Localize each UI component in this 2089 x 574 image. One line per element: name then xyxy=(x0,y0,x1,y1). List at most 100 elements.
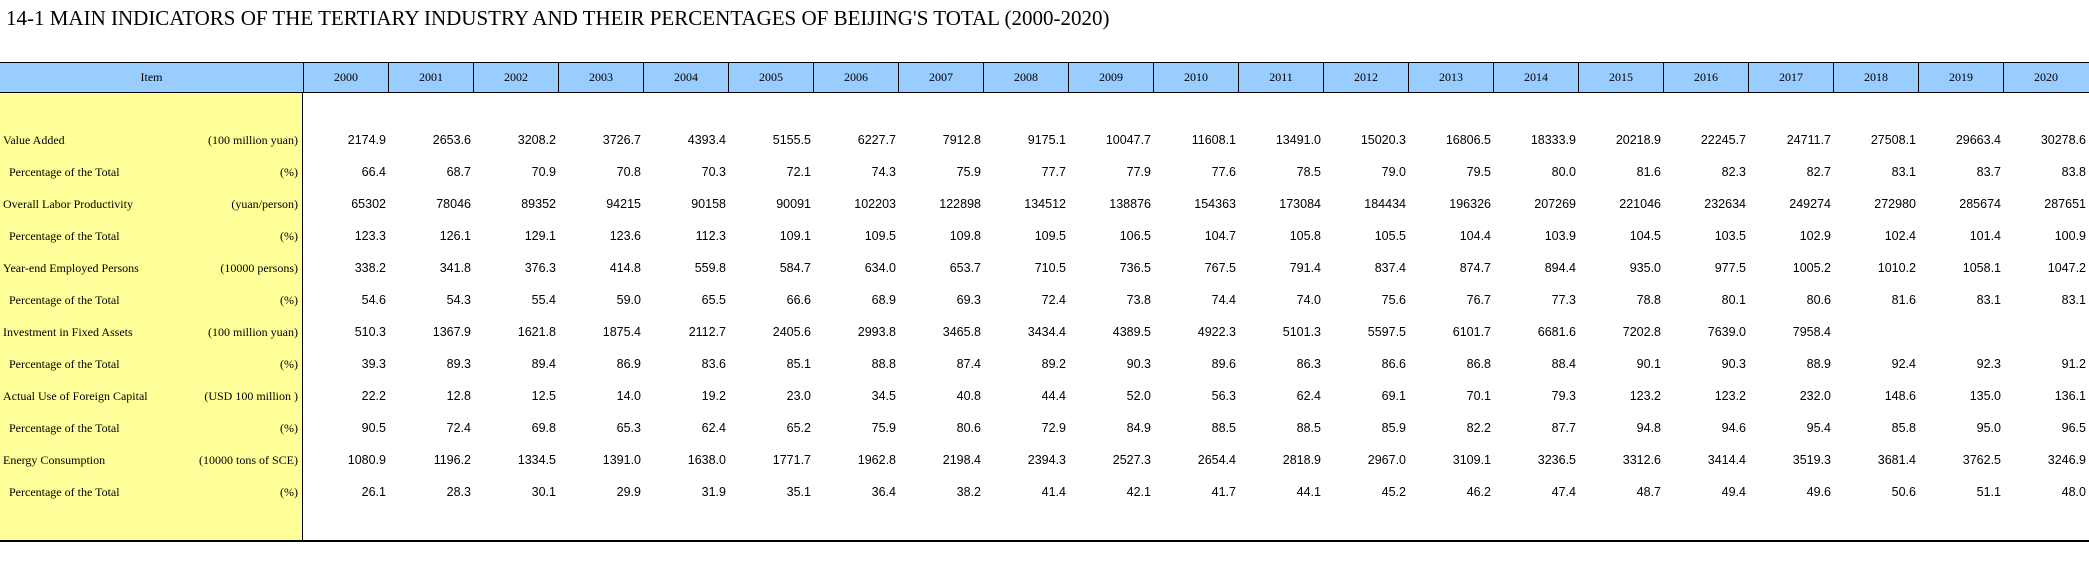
table-cell: 90.5 xyxy=(361,421,386,435)
table-cell: 89.3 xyxy=(446,357,471,371)
row-unit: (%) xyxy=(280,293,298,307)
table-cell: 80.0 xyxy=(1551,165,1576,179)
table-cell: 92.3 xyxy=(1976,357,2001,371)
row-label: Percentage of the Total xyxy=(9,485,120,499)
table-cell: 66.6 xyxy=(786,293,811,307)
table-row: Overall Labor Productivity (yuan/person) 6… xyxy=(0,188,2089,220)
header-year-cell: 2006 xyxy=(813,63,898,92)
table-cell: 90.1 xyxy=(1636,357,1661,371)
table-cell: 5101.3 xyxy=(1282,325,1321,339)
table-cell: 2198.4 xyxy=(942,453,981,467)
table-cell: 70.9 xyxy=(531,165,556,179)
table-cell: 126.1 xyxy=(439,229,471,243)
table-row: Actual Use of Foreign Capital (USD 100 mi… xyxy=(0,380,2089,412)
table-cell: 78.5 xyxy=(1296,165,1321,179)
table-header-row: Item 2000 2001 2002 2003 2004 2005 2006 2007 200… xyxy=(0,62,2089,93)
table-cell: 38.2 xyxy=(956,485,981,499)
table-row: Percentage of the Total (%) 39.3 89.3 89.4 86… xyxy=(0,348,2089,380)
table-cell: 83.1 xyxy=(1976,293,2001,307)
header-item-cell: Item xyxy=(140,70,163,84)
table-cell: 34.5 xyxy=(871,389,896,403)
table-cell: 19.2 xyxy=(701,389,726,403)
table-cell: 49.4 xyxy=(1721,485,1746,499)
table-cell: 138876 xyxy=(1109,197,1151,211)
table-cell: 89.2 xyxy=(1041,357,1066,371)
table-cell: 106.5 xyxy=(1119,229,1151,243)
table-cell: 13491.0 xyxy=(1275,133,1321,147)
row-unit: (100 million yuan) xyxy=(208,133,298,147)
table-cell: 74.3 xyxy=(871,165,896,179)
data-table: Item 2000 2001 2002 2003 2004 2005 2006 2007 200… xyxy=(0,62,2089,542)
row-unit: (10000 persons) xyxy=(220,261,298,275)
header-year-cell: 2013 xyxy=(1408,63,1493,92)
table-cell: 1058.1 xyxy=(1962,261,2001,275)
table-cell: 104.5 xyxy=(1629,229,1661,243)
table-cell: 123.3 xyxy=(354,229,386,243)
table-cell: 232.0 xyxy=(1799,389,1831,403)
table-cell: 559.8 xyxy=(694,261,726,275)
table-cell: 148.6 xyxy=(1884,389,1916,403)
table-cell: 123.6 xyxy=(609,229,641,243)
table-cell: 100.9 xyxy=(2054,229,2086,243)
header-year-cell: 2008 xyxy=(983,63,1068,92)
table-cell: 221046 xyxy=(1619,197,1661,211)
row-label: Year-end Employed Persons xyxy=(3,261,139,275)
header-year-cell: 2002 xyxy=(473,63,558,92)
table-cell: 51.1 xyxy=(1976,485,2001,499)
table-cell: 7202.8 xyxy=(1622,325,1661,339)
table-cell: 83.7 xyxy=(1976,165,2001,179)
table-cell: 6681.6 xyxy=(1537,325,1576,339)
table-cell: 1196.2 xyxy=(433,453,471,467)
table-cell: 81.6 xyxy=(1891,293,1916,307)
table-cell: 2654.4 xyxy=(1197,453,1236,467)
table-cell: 82.7 xyxy=(1806,165,1831,179)
table-cell: 10047.7 xyxy=(1105,133,1151,147)
header-year-cell: 2014 xyxy=(1493,63,1578,92)
header-year-cell: 2016 xyxy=(1663,63,1748,92)
table-cell: 414.8 xyxy=(609,261,641,275)
table-cell: 73.8 xyxy=(1126,293,1151,307)
row-unit: (USD 100 million ) xyxy=(204,389,298,403)
table-cell: 54.6 xyxy=(361,293,386,307)
table-cell: 77.7 xyxy=(1041,165,1066,179)
table-cell: 86.9 xyxy=(616,357,641,371)
table-cell: 7912.8 xyxy=(942,133,981,147)
table-cell: 74.4 xyxy=(1211,293,1236,307)
table-cell: 65.3 xyxy=(616,421,641,435)
table-cell: 24711.7 xyxy=(1786,133,1831,147)
table-cell: 70.3 xyxy=(701,165,726,179)
table-cell: 56.3 xyxy=(1211,389,1236,403)
table-cell: 82.2 xyxy=(1466,421,1491,435)
header-year-cell: 2017 xyxy=(1748,63,1833,92)
header-year-cell: 2000 xyxy=(303,63,388,92)
row-label: Value Added xyxy=(3,133,65,147)
table-cell: 105.8 xyxy=(1289,229,1321,243)
table-cell: 49.6 xyxy=(1806,485,1831,499)
table-cell: 42.1 xyxy=(1126,485,1151,499)
table-cell: 7958.4 xyxy=(1792,325,1831,339)
table-cell: 3246.9 xyxy=(2047,453,2086,467)
table-cell: 74.0 xyxy=(1296,293,1321,307)
table-cell: 81.6 xyxy=(1636,165,1661,179)
table-cell: 47.4 xyxy=(1551,485,1576,499)
table-cell: 86.3 xyxy=(1296,357,1321,371)
table-cell: 94215 xyxy=(606,197,641,211)
table-cell: 3312.6 xyxy=(1622,453,1661,467)
table-cell: 1080.9 xyxy=(347,453,386,467)
table-cell: 1875.4 xyxy=(602,325,641,339)
table-cell: 102.4 xyxy=(1884,229,1916,243)
table-cell: 767.5 xyxy=(1204,261,1236,275)
table-cell: 3465.8 xyxy=(942,325,981,339)
table-cell: 96.5 xyxy=(2061,421,2086,435)
table-cell: 62.4 xyxy=(701,421,726,435)
header-year-cell: 2020 xyxy=(2003,63,2088,92)
table-title: 14-1 MAIN INDICATORS OF THE TERTIARY IND… xyxy=(6,6,1110,30)
table-cell: 41.4 xyxy=(1041,485,1066,499)
table-cell: 837.4 xyxy=(1374,261,1406,275)
table-cell: 52.0 xyxy=(1126,389,1151,403)
table-cell: 69.3 xyxy=(956,293,981,307)
table-row: Percentage of the Total (%) 123.3 126.1 129.… xyxy=(0,220,2089,252)
table-row: Energy Consumption (10000 tons of SCE) 108… xyxy=(0,444,2089,476)
row-label: Overall Labor Productivity xyxy=(3,197,133,211)
table-cell: 77.3 xyxy=(1551,293,1576,307)
